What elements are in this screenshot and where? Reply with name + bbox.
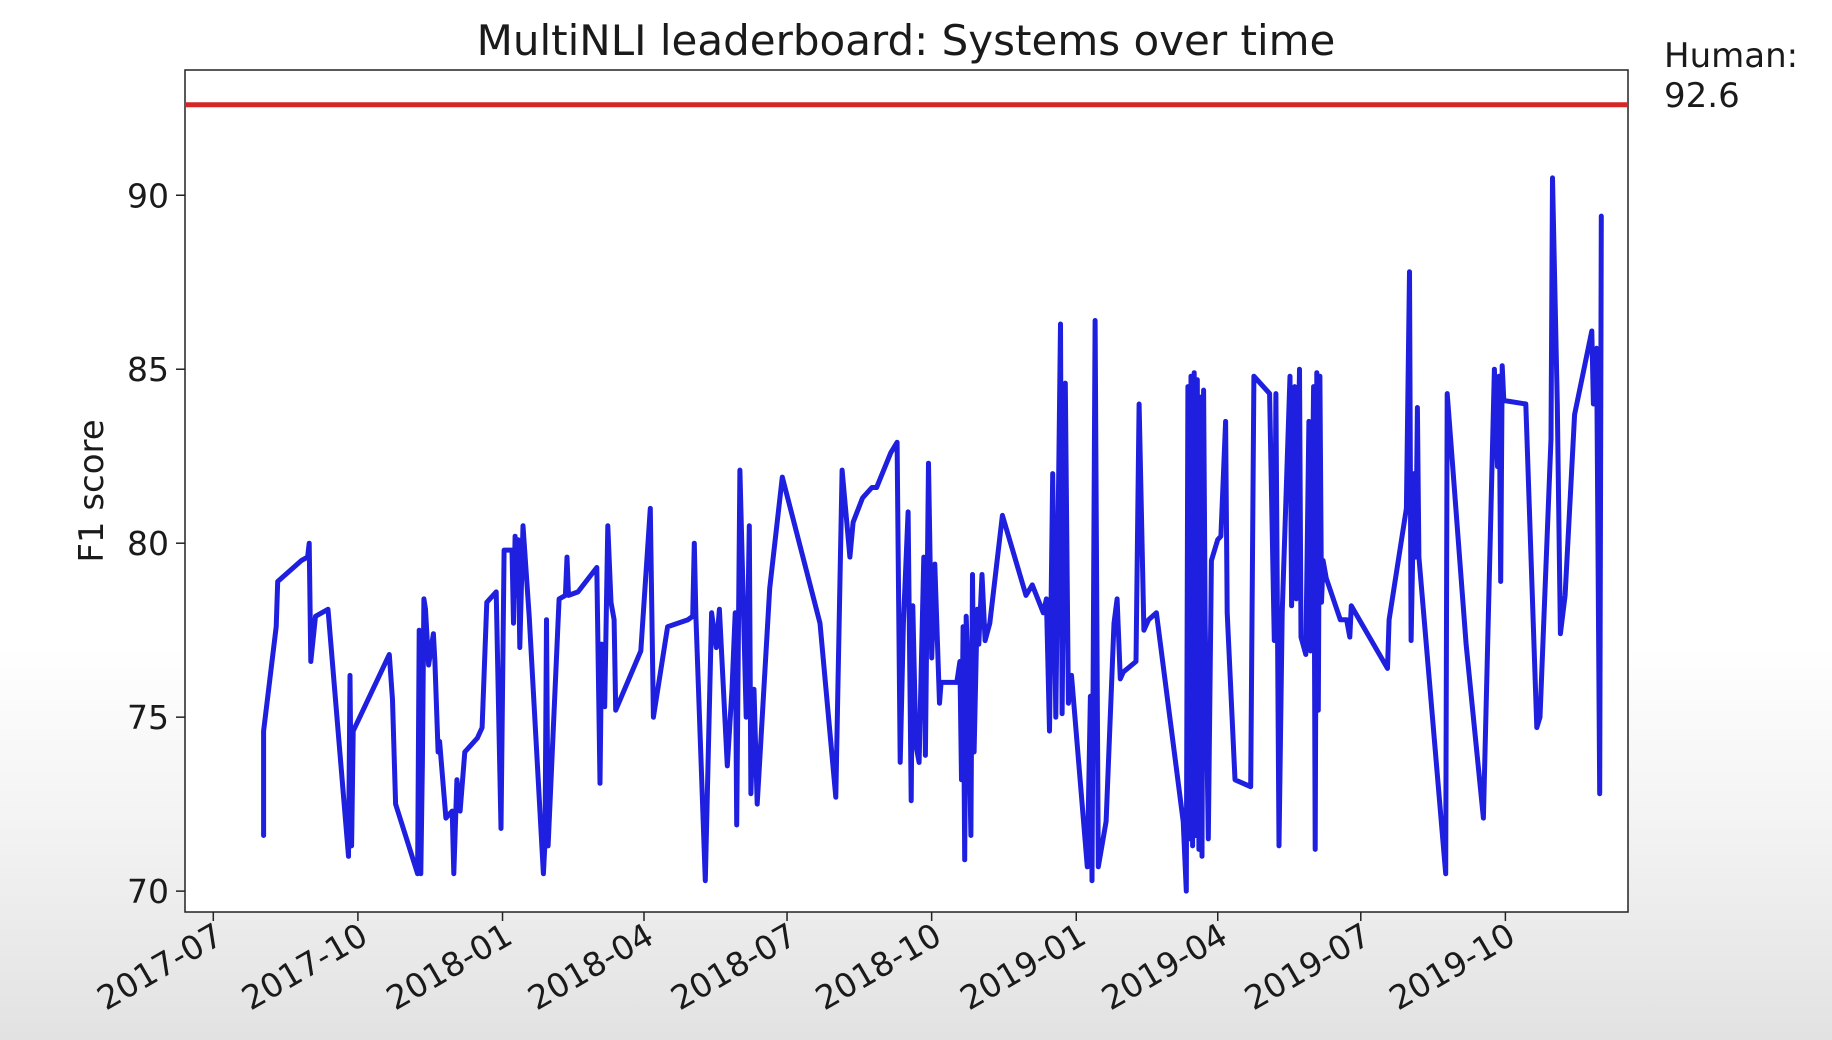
y-axis-label: F1 score: [72, 419, 112, 562]
x-tick-label: 2018-01: [380, 915, 519, 1018]
x-tick-label: 2018-10: [809, 915, 948, 1018]
x-tick-label: 2017-10: [235, 915, 374, 1018]
x-tick-label: 2019-10: [1382, 915, 1521, 1018]
x-tick-label: 2019-07: [1238, 915, 1377, 1018]
plot-area: [184, 69, 1629, 913]
y-tick-label: 70: [127, 872, 169, 911]
y-tick-label: 85: [127, 350, 169, 389]
reference-line-group: Human: 92.6: [185, 36, 1798, 116]
y-tick-label: 75: [127, 698, 169, 737]
chart-title: MultiNLI leaderboard: Systems over time: [477, 16, 1336, 65]
x-axis: 2017-07 2017-10 2018-01 2018-04 2018-07 2018-…: [90, 912, 1521, 1018]
x-tick-label: 2017-07: [90, 915, 229, 1018]
x-tick-label: 2019-01: [953, 915, 1092, 1018]
x-tick-label: 2018-07: [664, 915, 803, 1018]
human-reference-label: Human:: [1664, 36, 1798, 76]
x-tick-label: 2019-04: [1095, 915, 1234, 1018]
y-tick-label: 80: [127, 524, 169, 563]
y-axis: 70 75 80 85 90: [127, 176, 185, 911]
series-line: [261, 175, 1604, 894]
y-tick-label: 90: [127, 176, 169, 215]
x-tick-label: 2018-04: [521, 915, 660, 1018]
human-reference-value: 92.6: [1664, 76, 1740, 116]
